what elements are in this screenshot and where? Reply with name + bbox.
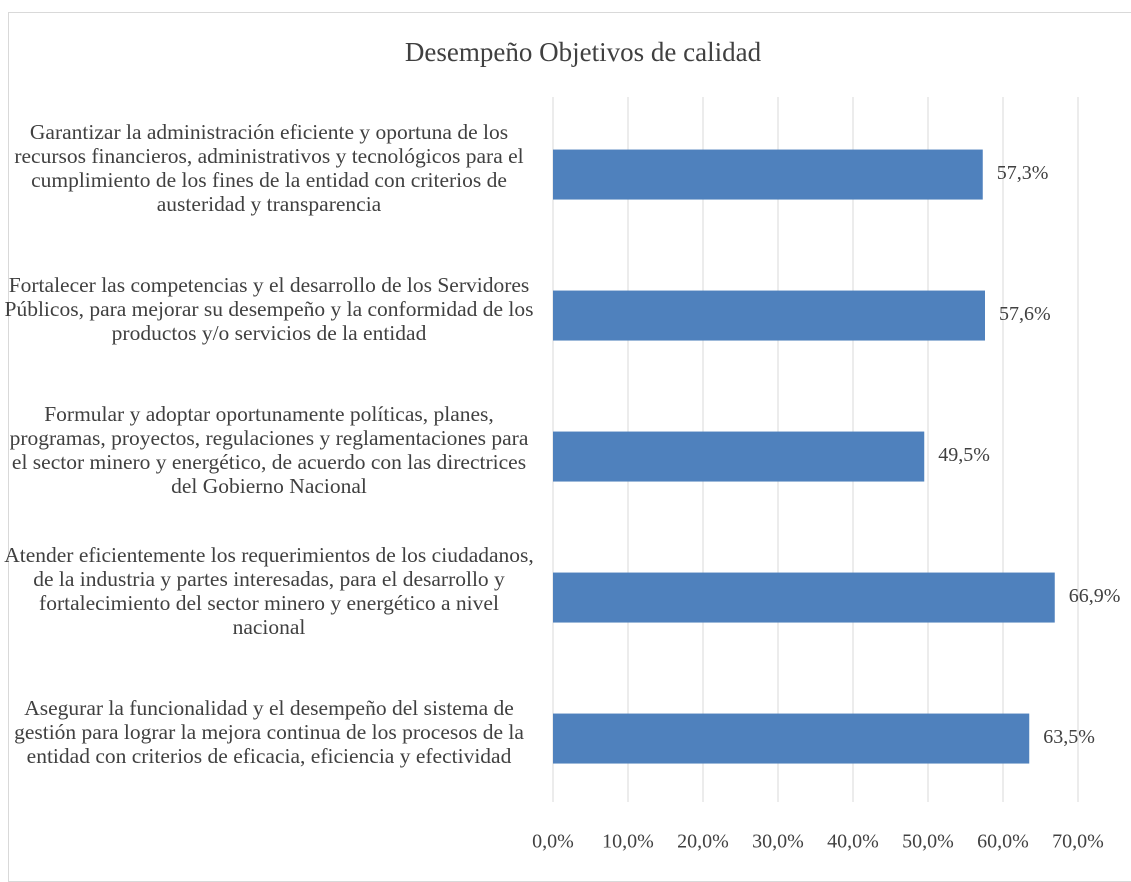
bar: [553, 431, 925, 482]
x-tick-label: 60,0%: [977, 831, 1029, 853]
x-tick-label: 20,0%: [677, 831, 729, 853]
bar: [553, 149, 983, 200]
bar: [553, 572, 1055, 623]
y-tick-label: Garantizar la administración eficiente y…: [14, 119, 524, 216]
x-tick-label: 10,0%: [602, 831, 654, 853]
x-tick-label: 40,0%: [827, 831, 879, 853]
page: {"chart_data": {"type": "hbar", "title":…: [4, 12, 1131, 882]
x-tick-label: 30,0%: [752, 831, 804, 853]
x-tick-label: 50,0%: [902, 831, 954, 853]
value-label: 57,6%: [999, 303, 1051, 325]
value-label: 49,5%: [938, 444, 990, 466]
bar: [553, 713, 1030, 764]
y-tick-label: Asegurar la funcionalidad y el desempeño…: [14, 695, 524, 768]
x-tick-label: 0,0%: [532, 831, 574, 853]
y-tick-label: Atender eficientemente los requerimiento…: [4, 542, 534, 639]
x-tick-label: 70,0%: [1052, 831, 1104, 853]
chart: Desempeño Objetivos de calidad 0,0% 10,0%…: [405, 37, 1121, 853]
value-label: 66,9%: [1069, 585, 1121, 607]
chart-title: Desempeño Objetivos de calidad: [405, 37, 762, 67]
value-label: 63,5%: [1043, 726, 1095, 748]
value-label: 57,3%: [997, 162, 1049, 184]
bar: [553, 290, 985, 341]
y-tick-label: Fortalecer las competencias y el desarro…: [4, 272, 534, 345]
y-tick-label: Formular y adoptar oportunamente polític…: [9, 401, 529, 498]
